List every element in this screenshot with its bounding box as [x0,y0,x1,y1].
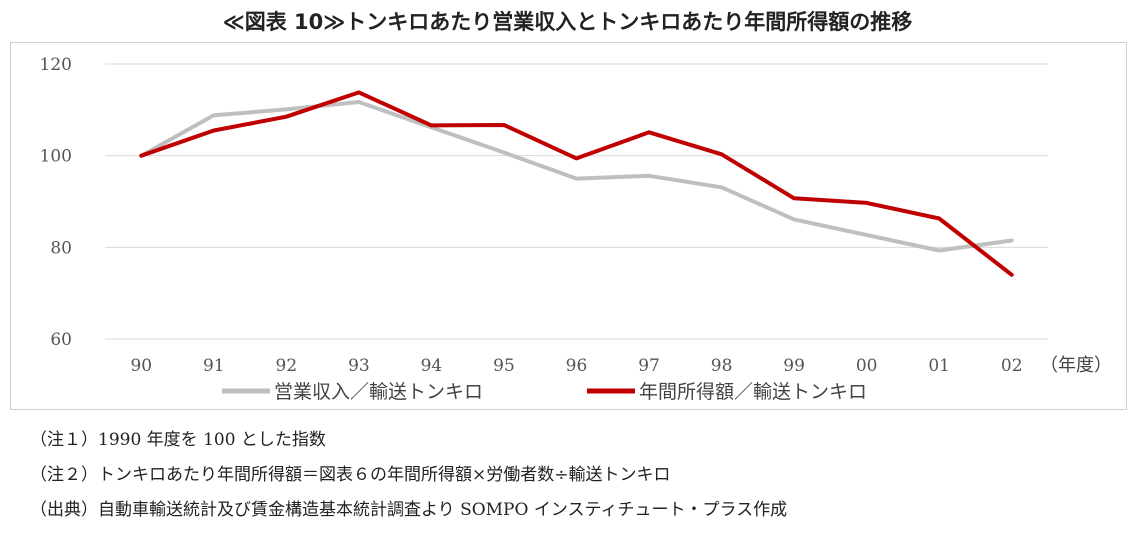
x-tick-label: 98 [711,356,733,376]
y-axis-tick-labels: 60 80 100 120 [40,55,72,350]
x-tick-label: 01 [928,356,950,376]
x-tick-label: 90 [130,356,152,376]
legend: 営業収入／輸送トンキロ 年間所得額／輸送トンキロ [222,381,867,403]
x-tick-label: 92 [276,356,298,376]
y-tick-label: 100 [40,147,72,167]
x-tick-label: 02 [1001,356,1023,376]
legend-label-1: 営業収入／輸送トンキロ [274,381,483,403]
x-tick-label: 97 [638,356,660,376]
y-tick-label: 120 [40,55,72,75]
y-tick-label: 80 [50,238,72,258]
series-lines [139,90,1014,277]
note-3: （出典）自動車輸送統計及び賃金構造基本統計調査より SOMPO インスティチュー… [30,500,788,520]
x-axis-tick-labels: 90 91 92 93 94 95 96 97 98 99 00 01 02 [130,356,1022,376]
series-line-2 [139,90,1014,277]
x-tick-label: 00 [856,356,878,376]
grid-lines [105,63,1048,340]
y-tick-label: 60 [50,330,72,350]
series-line-1 [139,100,1014,253]
x-tick-label: 99 [783,356,805,376]
x-axis-unit-label: （年度） [1040,355,1112,376]
note-2: （注２）トンキロあたり年間所得額＝図表６の年間所得額×労働者数÷輸送トンキロ [30,465,671,485]
x-tick-label: 91 [203,356,225,376]
chart-frame [10,42,1127,410]
x-tick-label: 95 [493,356,515,376]
x-tick-label: 93 [348,356,370,376]
chart-title: ≪図表 10≫トンキロあたり営業収入とトンキロあたり年間所得額の推移 [222,10,913,34]
line-chart: 60 80 100 120 90 91 92 93 94 95 96 97 98 99 00 01 02 （年… [40,55,1112,403]
legend-label-2: 年間所得額／輸送トンキロ [639,381,867,403]
note-1: （注１）1990 年度を 100 とした指数 [30,430,326,450]
x-tick-label: 94 [421,356,443,376]
x-tick-label: 96 [566,356,588,376]
